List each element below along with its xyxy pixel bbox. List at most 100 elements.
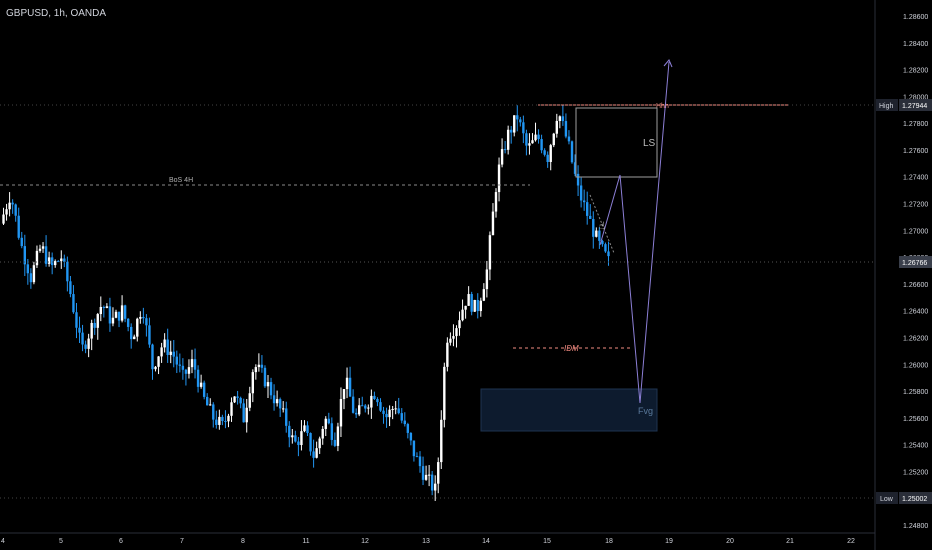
candle-body xyxy=(409,432,413,441)
candle-body xyxy=(373,395,376,399)
candle-body xyxy=(336,426,340,446)
ls-label: LS xyxy=(643,138,656,149)
candle-body xyxy=(175,356,178,365)
price-tick-label: 1.25400 xyxy=(903,443,928,450)
candle-body xyxy=(388,409,391,418)
candle-body xyxy=(148,325,151,345)
candle-body xyxy=(537,134,540,140)
candle-body xyxy=(126,318,130,327)
candle-body xyxy=(288,425,291,438)
candle-body xyxy=(397,408,400,414)
candle-body xyxy=(513,115,516,133)
candle-body xyxy=(473,299,476,312)
candle-body xyxy=(494,192,498,212)
candle-body xyxy=(598,230,601,241)
projection-path[interactable] xyxy=(599,61,670,404)
candle-body xyxy=(154,366,157,370)
candle-body xyxy=(315,448,318,458)
candle-body xyxy=(552,133,555,146)
high-value: 1.27944 xyxy=(902,103,927,110)
candle-body xyxy=(297,441,300,446)
candle-body xyxy=(117,311,121,321)
price-tick-label: 1.28400 xyxy=(903,41,928,48)
candle-body xyxy=(41,246,45,249)
candle-body xyxy=(199,382,203,387)
candle-body xyxy=(257,364,261,368)
candle-body xyxy=(503,149,507,151)
candle-body xyxy=(60,258,63,262)
candle-body xyxy=(11,202,14,205)
candle-body xyxy=(449,338,452,343)
candle-body xyxy=(479,300,482,312)
candle-body xyxy=(215,419,218,425)
candle-body xyxy=(266,382,270,387)
time-tick-label: 14 xyxy=(482,538,490,545)
short-dotted-arrow xyxy=(589,194,615,254)
candle-body xyxy=(303,425,306,432)
high-label: High xyxy=(879,103,894,110)
time-tick-label: 22 xyxy=(847,538,855,545)
candle-body xyxy=(285,408,288,426)
candle-body xyxy=(78,327,81,333)
candle-body xyxy=(99,306,102,315)
candle-body xyxy=(145,318,148,326)
candle-body xyxy=(339,399,343,427)
candle-body xyxy=(309,433,312,452)
candle-body xyxy=(497,164,501,193)
candle-body xyxy=(382,410,385,414)
candle-body xyxy=(330,423,334,440)
candle-body xyxy=(421,466,425,480)
time-tick-label: 13 xyxy=(422,538,430,545)
high-label-box xyxy=(876,99,898,111)
candle-body xyxy=(476,299,479,312)
candle-body xyxy=(589,215,592,219)
candle-body xyxy=(576,173,580,186)
candle-body xyxy=(412,440,416,457)
candle-body xyxy=(354,412,358,415)
candle-body xyxy=(224,420,227,422)
candle-body xyxy=(84,344,87,349)
candle-body xyxy=(63,258,66,262)
price-axis[interactable]: 1.28600 1.28400 1.28200 1.28000 1.27800 1.276… xyxy=(903,14,928,530)
candle-body xyxy=(415,456,419,458)
candle-layer xyxy=(2,104,610,501)
idm-label: IDM xyxy=(564,344,579,353)
candle-body xyxy=(364,405,367,409)
bos-4h-label: BoS 4H xyxy=(169,177,193,184)
candle-body xyxy=(93,322,96,328)
candle-body xyxy=(114,311,118,318)
candle-body xyxy=(50,257,54,266)
candle-body xyxy=(32,265,36,283)
fvg-zone[interactable] xyxy=(480,388,658,432)
time-axis[interactable]: 4 5 6 7 8 11 12 13 14 15 18 19 20 21 22 xyxy=(1,538,855,545)
price-tick-label: 1.27800 xyxy=(903,121,928,128)
candle-body xyxy=(196,369,200,387)
candle-body xyxy=(133,336,136,340)
ls-box[interactable] xyxy=(575,107,658,178)
candle-body xyxy=(461,309,464,321)
candle-body xyxy=(558,116,562,121)
candle-body xyxy=(321,428,324,439)
fvg-label: Fvg xyxy=(638,406,653,416)
candle-body xyxy=(272,395,276,404)
candle-body xyxy=(105,306,109,308)
candle-body xyxy=(29,273,33,283)
candle-body xyxy=(111,317,115,324)
candle-body xyxy=(96,314,99,328)
candle-body xyxy=(227,415,230,422)
price-tick-label: 1.27400 xyxy=(903,175,928,182)
candle-body xyxy=(506,129,510,150)
candle-body xyxy=(72,294,75,313)
candle-body xyxy=(69,281,72,295)
candle-body xyxy=(406,424,410,433)
candle-body xyxy=(17,215,20,238)
candle-body xyxy=(26,264,30,274)
price-tick-label: 1.26000 xyxy=(903,362,928,369)
time-tick-label: 7 xyxy=(180,538,184,545)
candle-body xyxy=(108,306,112,324)
candle-body xyxy=(120,305,124,321)
candle-body xyxy=(291,435,294,438)
low-value: 1.25002 xyxy=(902,496,927,503)
candle-body xyxy=(81,332,84,345)
